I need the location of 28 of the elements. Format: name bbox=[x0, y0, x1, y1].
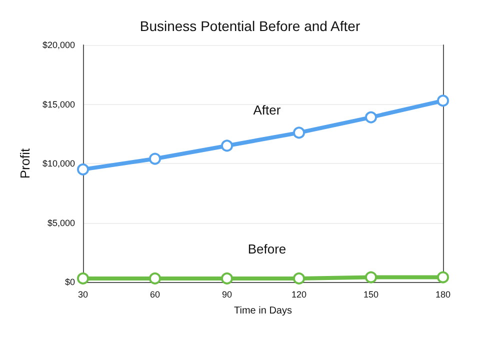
x-tick-label: 180 bbox=[435, 290, 451, 300]
y-tick-label: $20,000 bbox=[42, 40, 75, 50]
point bbox=[221, 140, 233, 152]
chart-title: Business Potential Before and After bbox=[140, 18, 360, 34]
point bbox=[365, 111, 377, 124]
y-axis-title: Profit bbox=[18, 148, 33, 179]
point bbox=[77, 163, 89, 176]
y-tick-label: $10,000 bbox=[42, 158, 75, 168]
point bbox=[221, 272, 233, 284]
x-tick-label: 90 bbox=[222, 290, 232, 300]
point bbox=[365, 271, 377, 284]
x-tick-label: 60 bbox=[150, 290, 160, 300]
x-tick-label: 30 bbox=[78, 290, 88, 300]
point bbox=[293, 126, 305, 139]
y-tick-label: $15,000 bbox=[42, 99, 75, 110]
point bbox=[437, 94, 449, 107]
x-tick-label: 120 bbox=[291, 290, 307, 300]
point bbox=[437, 271, 449, 284]
x-axis-title: Time in Days bbox=[234, 306, 292, 316]
y-tick-label: $5,000 bbox=[47, 218, 75, 228]
x-tick-label: 150 bbox=[363, 290, 379, 300]
point bbox=[149, 272, 161, 284]
y-tick-label: $0 bbox=[64, 277, 75, 287]
series-label: After bbox=[253, 102, 282, 118]
point bbox=[149, 152, 161, 165]
series-label: Before bbox=[248, 241, 286, 256]
point bbox=[293, 272, 305, 284]
point bbox=[77, 272, 89, 284]
